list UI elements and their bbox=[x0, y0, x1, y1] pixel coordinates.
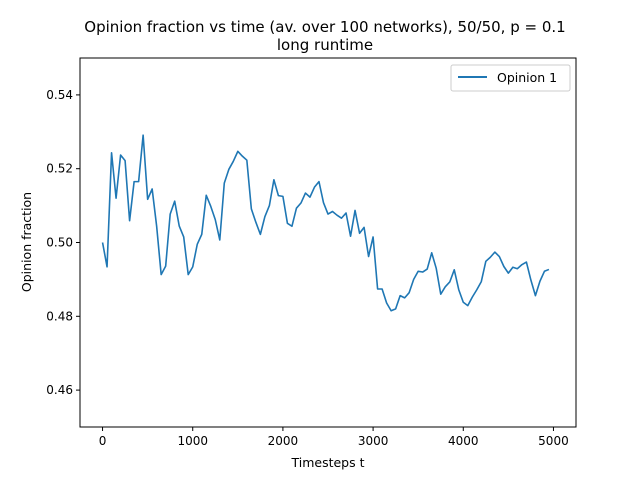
axes-frame bbox=[79, 57, 577, 428]
y-tick-label: 0.52 bbox=[46, 162, 73, 176]
x-tick-label: 4000 bbox=[448, 434, 479, 448]
y-tick-label: 0.46 bbox=[46, 383, 73, 397]
legend-box bbox=[450, 64, 571, 92]
y-tick-label: 0.54 bbox=[46, 88, 73, 102]
x-tick-label: 1000 bbox=[177, 434, 208, 448]
x-axis-label: Timesteps t bbox=[290, 455, 364, 470]
y-axis-label: Opinion fraction bbox=[19, 192, 34, 292]
plot-area bbox=[101, 134, 550, 312]
legend: Opinion 1 bbox=[450, 64, 571, 92]
chart-title: Opinion fraction vs time (av. over 100 n… bbox=[84, 18, 565, 36]
series-line-opinion-1 bbox=[101, 134, 550, 312]
legend-label-opinion-1: Opinion 1 bbox=[497, 70, 557, 85]
x-tick-label: 5000 bbox=[538, 434, 569, 448]
chart-subtitle: long runtime bbox=[277, 36, 373, 54]
y-tick-label: 0.48 bbox=[46, 309, 73, 323]
ticks: 0 1000 2000 3000 4000 5000 0.46 0.48 0.50 0.52 0.5… bbox=[46, 88, 568, 448]
x-tick-label: 3000 bbox=[358, 434, 389, 448]
y-tick-label: 0.50 bbox=[46, 236, 73, 250]
x-tick-label: 2000 bbox=[268, 434, 299, 448]
x-tick-label: 0 bbox=[99, 434, 107, 448]
